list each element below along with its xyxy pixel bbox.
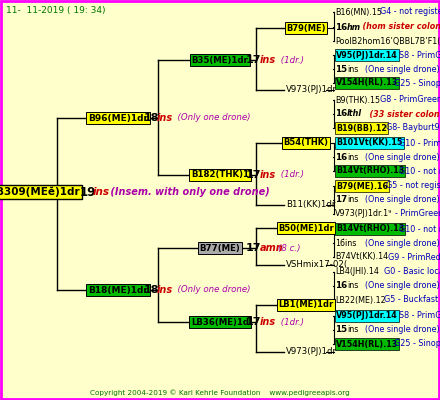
Text: 16: 16 xyxy=(335,282,347,290)
Text: (1dr.): (1dr.) xyxy=(278,56,304,64)
Text: LB1(ME)1dr: LB1(ME)1dr xyxy=(279,300,334,310)
Text: 16́ins: 16́ins xyxy=(335,238,356,248)
Text: (One single drone): (One single drone) xyxy=(360,282,440,290)
Text: G10 - PrimRed01: G10 - PrimRed01 xyxy=(394,138,440,148)
Text: G9 - PrimRed01: G9 - PrimRed01 xyxy=(383,252,440,262)
Text: B74Vt(KK).14: B74Vt(KK).14 xyxy=(335,252,388,262)
Text: ins: ins xyxy=(93,187,110,197)
Text: (1dr.): (1dr.) xyxy=(278,170,304,180)
Text: (hom sister colonies): (hom sister colonies) xyxy=(356,22,440,32)
Text: (33 sister colonies): (33 sister colonies) xyxy=(364,110,440,118)
Text: G8- Bayburt98-3: G8- Bayburt98-3 xyxy=(381,124,440,132)
Text: V973(PJ)1dr: V973(PJ)1dr xyxy=(286,348,337,356)
Text: (Only one drone): (Only one drone) xyxy=(172,114,250,122)
Text: LB22(ME).12: LB22(ME).12 xyxy=(335,296,386,304)
Text: V95(PJ)1dr.14: V95(PJ)1dr.14 xyxy=(336,312,398,320)
Text: 17: 17 xyxy=(335,196,347,204)
Text: (Only one drone): (Only one drone) xyxy=(172,286,250,294)
Text: B14Vt(RHO).13: B14Vt(RHO).13 xyxy=(336,224,404,234)
Text: hm: hm xyxy=(347,22,361,32)
Text: B101Vt(KK).15: B101Vt(KK).15 xyxy=(336,138,402,148)
Text: S8 - PrimGreen00: S8 - PrimGreen00 xyxy=(394,312,440,320)
Text: LB4(JHI).14: LB4(JHI).14 xyxy=(335,268,379,276)
Text: B9(THK).15: B9(THK).15 xyxy=(335,96,380,104)
Text: 18: 18 xyxy=(144,113,159,123)
Text: 15: 15 xyxy=(335,64,347,74)
Text: ins: ins xyxy=(260,170,276,180)
Text: B77(ME): B77(ME) xyxy=(200,244,240,252)
Text: (One single drone): (One single drone) xyxy=(360,64,440,74)
Text: lthl: lthl xyxy=(347,110,362,118)
Text: G10 - not registe: G10 - not registe xyxy=(394,224,440,234)
Text: 17: 17 xyxy=(246,317,261,327)
Text: Copyright 2004-2019 © Karl Kehrle Foundation    www.pedigreeapis.org: Copyright 2004-2019 © Karl Kehrle Founda… xyxy=(90,390,350,396)
Text: V973(PJ)1dr: V973(PJ)1dr xyxy=(286,86,337,94)
Text: B19(BB).12: B19(BB).12 xyxy=(336,124,387,132)
Text: - PrimGreen00: - PrimGreen00 xyxy=(390,210,440,218)
Text: G25 - Sinop62R: G25 - Sinop62R xyxy=(389,78,440,88)
Text: ins: ins xyxy=(347,196,358,204)
Text: B54(THK): B54(THK) xyxy=(283,138,329,148)
Text: B14Vt(RHO).13: B14Vt(RHO).13 xyxy=(336,166,404,176)
Text: ins: ins xyxy=(347,152,358,162)
Text: B50(ME)1dr: B50(ME)1dr xyxy=(278,224,334,232)
Text: LB36(ME)1d: LB36(ME)1d xyxy=(191,318,249,326)
Text: B309(MEĕ)1dr: B309(MEĕ)1dr xyxy=(0,187,80,197)
Text: ins: ins xyxy=(347,282,358,290)
Text: G5 - Buckfast: G5 - Buckfast xyxy=(379,296,438,304)
Text: B96(ME)1dr: B96(ME)1dr xyxy=(88,114,148,122)
Text: (Insem. with only one drone): (Insem. with only one drone) xyxy=(107,187,270,197)
Text: (One single drone): (One single drone) xyxy=(360,152,440,162)
Text: V154H(RL).13: V154H(RL).13 xyxy=(336,340,398,348)
Text: VSHmix17-02(: VSHmix17-02( xyxy=(286,260,348,270)
Text: V154H(RL).13: V154H(RL).13 xyxy=(336,78,398,88)
Text: 16: 16 xyxy=(335,152,347,162)
Text: 11-  11-2019 ( 19: 34): 11- 11-2019 ( 19: 34) xyxy=(6,6,106,14)
Text: (One single drone): (One single drone) xyxy=(360,196,440,204)
Text: (One single drone): (One single drone) xyxy=(360,238,440,248)
Text: ins: ins xyxy=(260,317,276,327)
Text: 18: 18 xyxy=(144,285,159,295)
Text: 19: 19 xyxy=(80,186,96,198)
Text: 16: 16 xyxy=(335,22,347,32)
Text: PoolB2hom16’QBBL7B’F1(JBB: PoolB2hom16’QBBL7B’F1(JBB xyxy=(335,36,440,46)
Text: ins: ins xyxy=(347,64,358,74)
Text: 17: 17 xyxy=(246,170,261,180)
Text: B182(THK)1: B182(THK)1 xyxy=(191,170,249,180)
Text: amn: amn xyxy=(260,243,284,253)
Text: V95(PJ)1dr.14: V95(PJ)1dr.14 xyxy=(336,50,398,60)
Text: V973(PJ)1dr.1⁹: V973(PJ)1dr.1⁹ xyxy=(335,210,392,218)
Text: (1dr.): (1dr.) xyxy=(278,318,304,326)
Text: ins: ins xyxy=(157,113,173,123)
Text: ins: ins xyxy=(157,285,173,295)
Text: G4 - not registe: G4 - not registe xyxy=(375,8,440,16)
Text: 17: 17 xyxy=(246,55,261,65)
Text: 17: 17 xyxy=(246,243,261,253)
Text: S8 - PrimGreen00: S8 - PrimGreen00 xyxy=(394,50,440,60)
Text: G0 - Basic local: G0 - Basic local xyxy=(379,268,440,276)
Text: B16(MN).15: B16(MN).15 xyxy=(335,8,382,16)
Text: (8 c.): (8 c.) xyxy=(278,244,301,252)
Text: B18(ME)1dr: B18(ME)1dr xyxy=(88,286,148,294)
Text: 16: 16 xyxy=(335,110,347,118)
Text: G5 - not registe: G5 - not registe xyxy=(381,182,440,190)
Text: B11(KK)1dr: B11(KK)1dr xyxy=(286,200,335,210)
Text: G25 - Sinop62R: G25 - Sinop62R xyxy=(389,340,440,348)
Text: ins: ins xyxy=(260,55,276,65)
Text: G10 - not registe: G10 - not registe xyxy=(394,166,440,176)
Text: 15: 15 xyxy=(335,326,347,334)
Text: B79(ME): B79(ME) xyxy=(286,24,326,32)
Text: B35(ME)1dr: B35(ME)1dr xyxy=(191,56,249,64)
Text: ins: ins xyxy=(347,326,358,334)
Text: G8 - PrimGreen00: G8 - PrimGreen00 xyxy=(375,96,440,104)
Text: B79(ME).16: B79(ME).16 xyxy=(336,182,388,190)
Text: (One single drone): (One single drone) xyxy=(360,326,440,334)
